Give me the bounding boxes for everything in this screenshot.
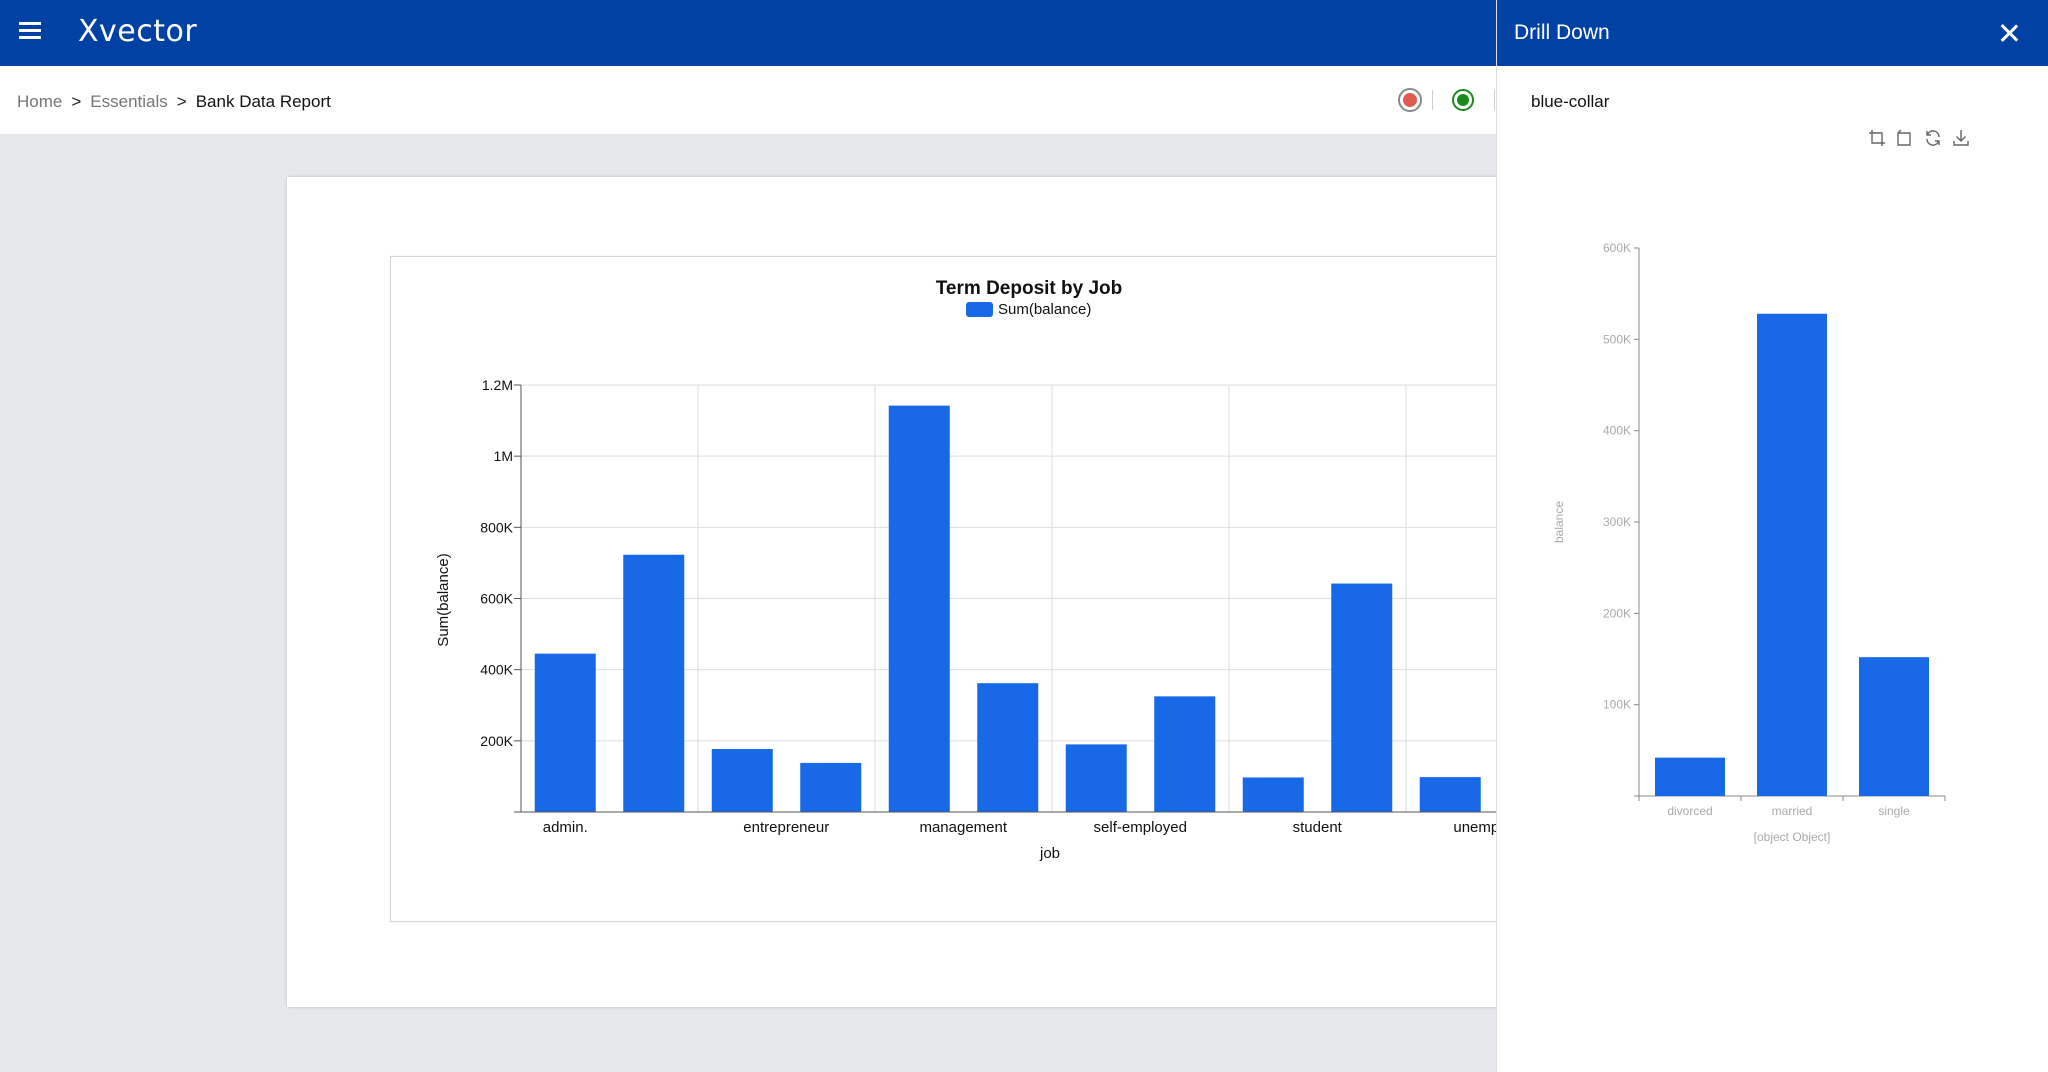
breadcrumb-essentials[interactable]: Essentials [90,92,168,111]
zoom-icon[interactable] [1867,128,1887,148]
drill-bars [1655,313,1929,796]
divider [1494,90,1495,110]
breadcrumb-current-page: Bank Data Report [195,92,331,111]
main-x-tick-label: entrepreneur [743,819,829,836]
drill-y-tick-label: 100K [1603,698,1631,712]
main-y-tick-label: 800K [480,519,513,535]
chart-title: Term Deposit by Job [936,278,1123,299]
main-chart[interactable]: 200K 400K 600K 800K 1M 1.2M admin. entrepreneur… [0,0,1535,1072]
x-axis-label: job [1039,845,1060,862]
main-bar[interactable] [1065,744,1127,812]
sub-header: Home > Essentials > Bank Data Report [0,66,1496,134]
zoom-reset-icon[interactable] [1895,128,1915,148]
main-y-tick-label: 1.2M [482,377,513,393]
main-bar[interactable] [800,762,862,812]
hamburger-menu-icon[interactable] [19,22,41,40]
drill-bar[interactable] [1757,313,1827,796]
main-y-tick-label: 1M [494,448,513,464]
drill-chart[interactable]: 100K 200K 300K 400K 500K 600K divorced married s… [1497,0,2048,1072]
drill-x-tick-label: single [1878,804,1910,818]
main-bar[interactable] [888,405,950,812]
drill-x-axis-label: [object Object] [1754,830,1831,844]
main-y-tick-label: 600K [480,591,513,607]
main-bars [534,405,1481,812]
breadcrumb-separator: > [176,92,187,111]
drill-x-tick-label: married [1772,804,1813,818]
main-bar[interactable] [534,653,596,812]
drill-axes: 100K 200K 300K 400K 500K 600K divorced married s… [1603,241,1946,818]
main-bar[interactable] [711,749,773,812]
drawer-header: Drill Down [1497,0,2048,66]
legend-swatch[interactable] [966,302,993,317]
main-x-tick-label: self-employed [1094,819,1187,836]
breadcrumb: Home > Essentials > Bank Data Report [17,92,331,112]
y-axis-label: Sum(balance) [435,553,452,646]
bug-icon[interactable] [1398,88,1422,112]
drill-bar[interactable] [1655,757,1725,796]
drill-y-tick-label: 200K [1603,606,1631,620]
main-bar[interactable] [977,683,1039,812]
drill-down-drawer: Drill Down blue-collar 100K 200K 300K 400K 5… [1496,0,2048,1072]
main-bar[interactable] [623,554,685,812]
download-icon[interactable] [1951,128,1971,148]
restore-icon[interactable] [1923,128,1943,148]
main-x-tick-label: management [919,819,1007,836]
breadcrumb-separator: > [71,92,82,111]
drill-y-tick-label: 400K [1603,424,1631,438]
drill-y-tick-label: 600K [1603,241,1631,255]
drawer-title: Drill Down [1514,21,1610,44]
main-bar[interactable] [1154,696,1216,812]
main-bar[interactable] [1242,777,1304,812]
divider [1432,90,1433,110]
drill-y-tick-label: 500K [1603,332,1631,346]
app-logo[interactable]: Xvector [78,14,198,49]
main-axes: 200K 400K 600K 800K 1M 1.2M admin. entrepreneur… [480,377,1535,836]
main-y-tick-label: 400K [480,662,513,678]
drill-y-tick-label: 300K [1603,515,1631,529]
breadcrumb-home[interactable]: Home [17,92,63,111]
drill-category-label: blue-collar [1531,92,1610,111]
live-status-icon[interactable] [1452,89,1474,111]
main-bar[interactable] [1331,583,1393,812]
drill-x-tick-label: divorced [1667,804,1712,818]
drill-y-axis-label: balance [1552,501,1566,543]
main-bar[interactable] [1419,777,1481,812]
drill-bar[interactable] [1859,657,1929,796]
main-x-tick-label: admin. [543,819,588,836]
legend-label[interactable]: Sum(balance) [998,301,1091,318]
main-x-tick-label: student [1293,819,1343,836]
main-y-tick-label: 200K [480,733,513,749]
